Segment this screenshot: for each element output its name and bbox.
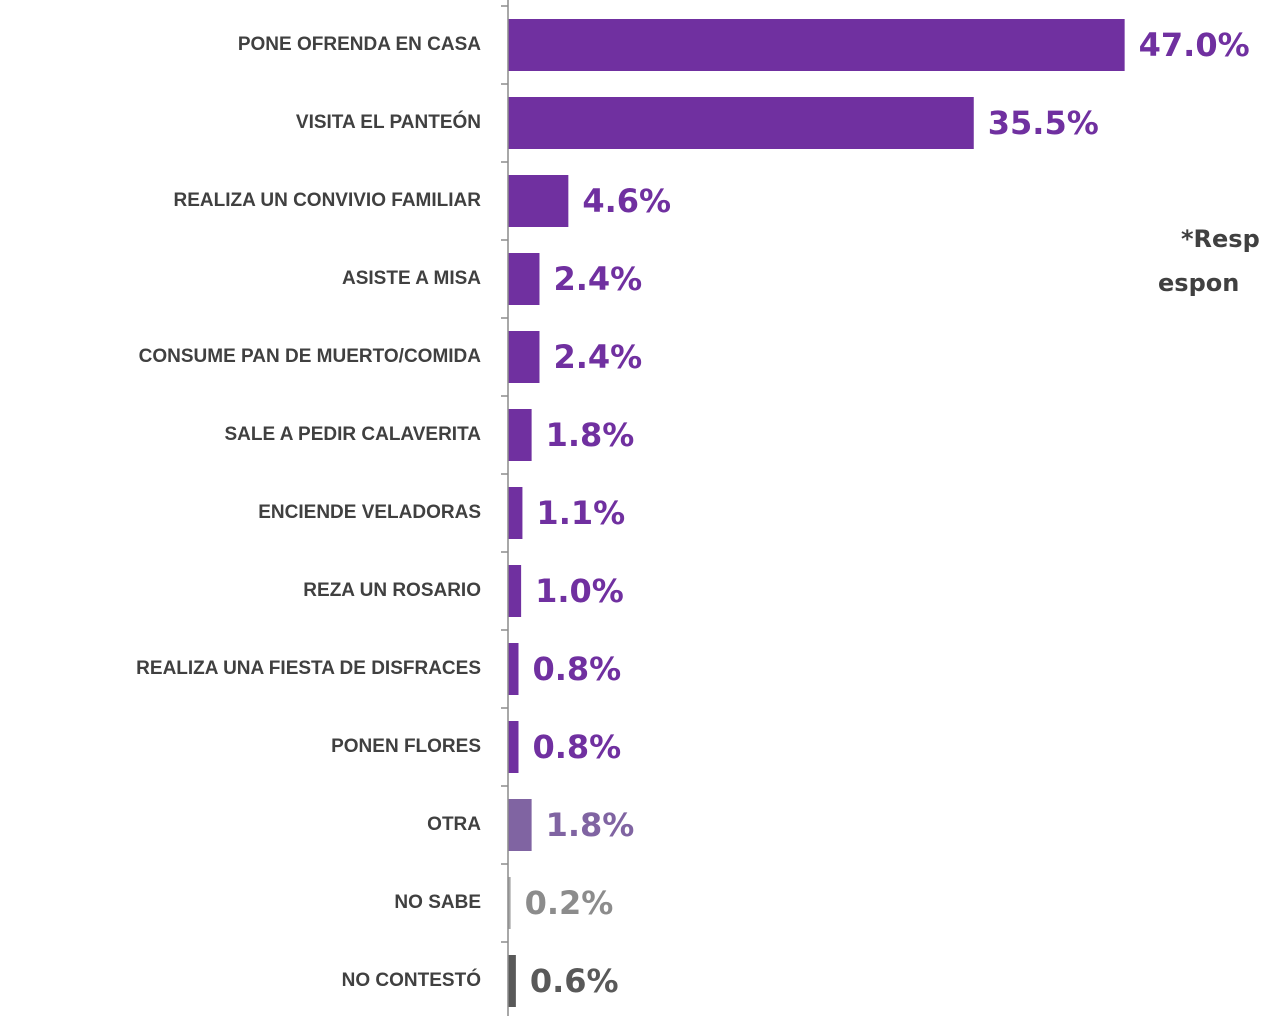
bar — [508, 643, 519, 695]
category-label: NO SABE — [394, 892, 481, 913]
note-line: espon — [1158, 269, 1239, 297]
bar — [508, 97, 974, 149]
value-label: 1.0% — [535, 572, 624, 610]
value-label: 1.8% — [546, 416, 635, 454]
bar — [508, 799, 532, 851]
value-label: 0.8% — [532, 650, 621, 688]
value-label: 4.6% — [582, 182, 671, 220]
bar — [508, 487, 523, 539]
category-label: ASISTE A MISA — [342, 268, 481, 289]
category-label: PONEN FLORES — [331, 736, 481, 757]
value-label: 2.4% — [553, 260, 642, 298]
bar — [508, 955, 516, 1007]
category-label: PONE OFRENDA EN CASA — [238, 34, 481, 55]
bar — [508, 253, 540, 305]
category-label: REALIZA UN CONVIVIO FAMILIAR — [173, 190, 481, 211]
value-label: 0.8% — [532, 728, 621, 766]
bar — [508, 877, 511, 929]
bar — [508, 721, 519, 773]
note-line: *Resp — [1181, 225, 1260, 253]
value-label: 1.1% — [536, 494, 625, 532]
category-label: ENCIENDE VELADORAS — [258, 502, 481, 523]
category-label: REZA UN ROSARIO — [303, 580, 481, 601]
category-label: OTRA — [427, 814, 481, 835]
bar — [508, 409, 532, 461]
value-label: 35.5% — [988, 104, 1099, 142]
category-label: VISITA EL PANTEÓN — [296, 111, 481, 133]
bar — [508, 331, 540, 383]
value-label: 47.0% — [1139, 26, 1250, 64]
value-label: 2.4% — [553, 338, 642, 376]
bar — [508, 565, 522, 617]
bar — [508, 19, 1125, 71]
category-label: SALE A PEDIR CALAVERITA — [224, 424, 481, 445]
category-label: NO CONTESTÓ — [342, 969, 481, 991]
category-label: CONSUME PAN DE MUERTO/COMIDA — [139, 346, 482, 367]
value-label: 1.8% — [546, 806, 635, 844]
value-label: 0.2% — [525, 884, 614, 922]
bar — [508, 175, 569, 227]
value-label: 0.6% — [530, 962, 619, 1000]
category-label: REALIZA UNA FIESTA DE DISFRACES — [136, 658, 481, 679]
